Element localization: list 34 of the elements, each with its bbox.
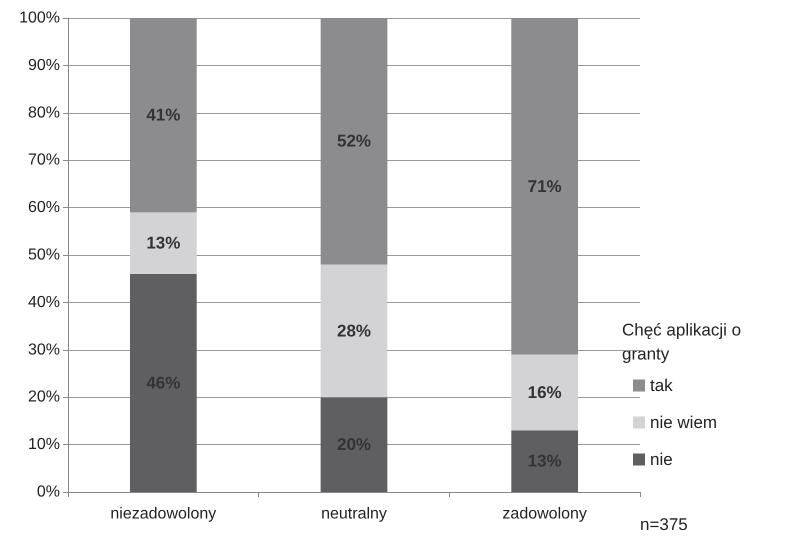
y-tick-label: 50%	[28, 246, 60, 264]
y-tick-label: 10%	[28, 436, 60, 454]
bar	[320, 264, 388, 398]
data-label: 52%	[336, 132, 372, 151]
bar	[511, 18, 578, 355]
y-tick-label: 20%	[28, 388, 60, 406]
bar	[130, 212, 197, 274]
legend-title: Chęć aplikacji o granty	[622, 320, 746, 364]
y-tick-label: 90%	[28, 56, 60, 74]
x-tick-label: niezadowolony	[110, 506, 216, 522]
y-tick-label: 40%	[28, 294, 60, 311]
legend-label: nie	[650, 450, 673, 469]
bar	[320, 397, 388, 492]
y-tick-label: 70%	[28, 152, 60, 169]
data-label: 13%	[146, 234, 180, 253]
y-tick-label: 60%	[28, 199, 60, 216]
text: n=375	[640, 515, 688, 534]
x-tick-label: zadowolony	[502, 506, 587, 522]
y-tick-label: 0%	[36, 484, 60, 500]
bar	[130, 18, 197, 212]
bar	[511, 354, 578, 430]
y-tick-label: 80%	[28, 104, 60, 122]
data-label: 28%	[336, 321, 372, 340]
data-label: 41%	[146, 106, 180, 125]
bar	[511, 430, 578, 492]
y-tick-label: 100%	[19, 10, 60, 26]
data-label: 16%	[528, 382, 562, 402]
bar	[130, 274, 197, 492]
bar	[320, 18, 388, 264]
data-label: 71%	[528, 176, 562, 196]
y-tick-label: 30%	[28, 341, 60, 358]
x-tick-label: neutralny	[321, 506, 387, 522]
legend-label: nie wiem	[650, 413, 718, 432]
legend-label: tak	[650, 376, 674, 395]
